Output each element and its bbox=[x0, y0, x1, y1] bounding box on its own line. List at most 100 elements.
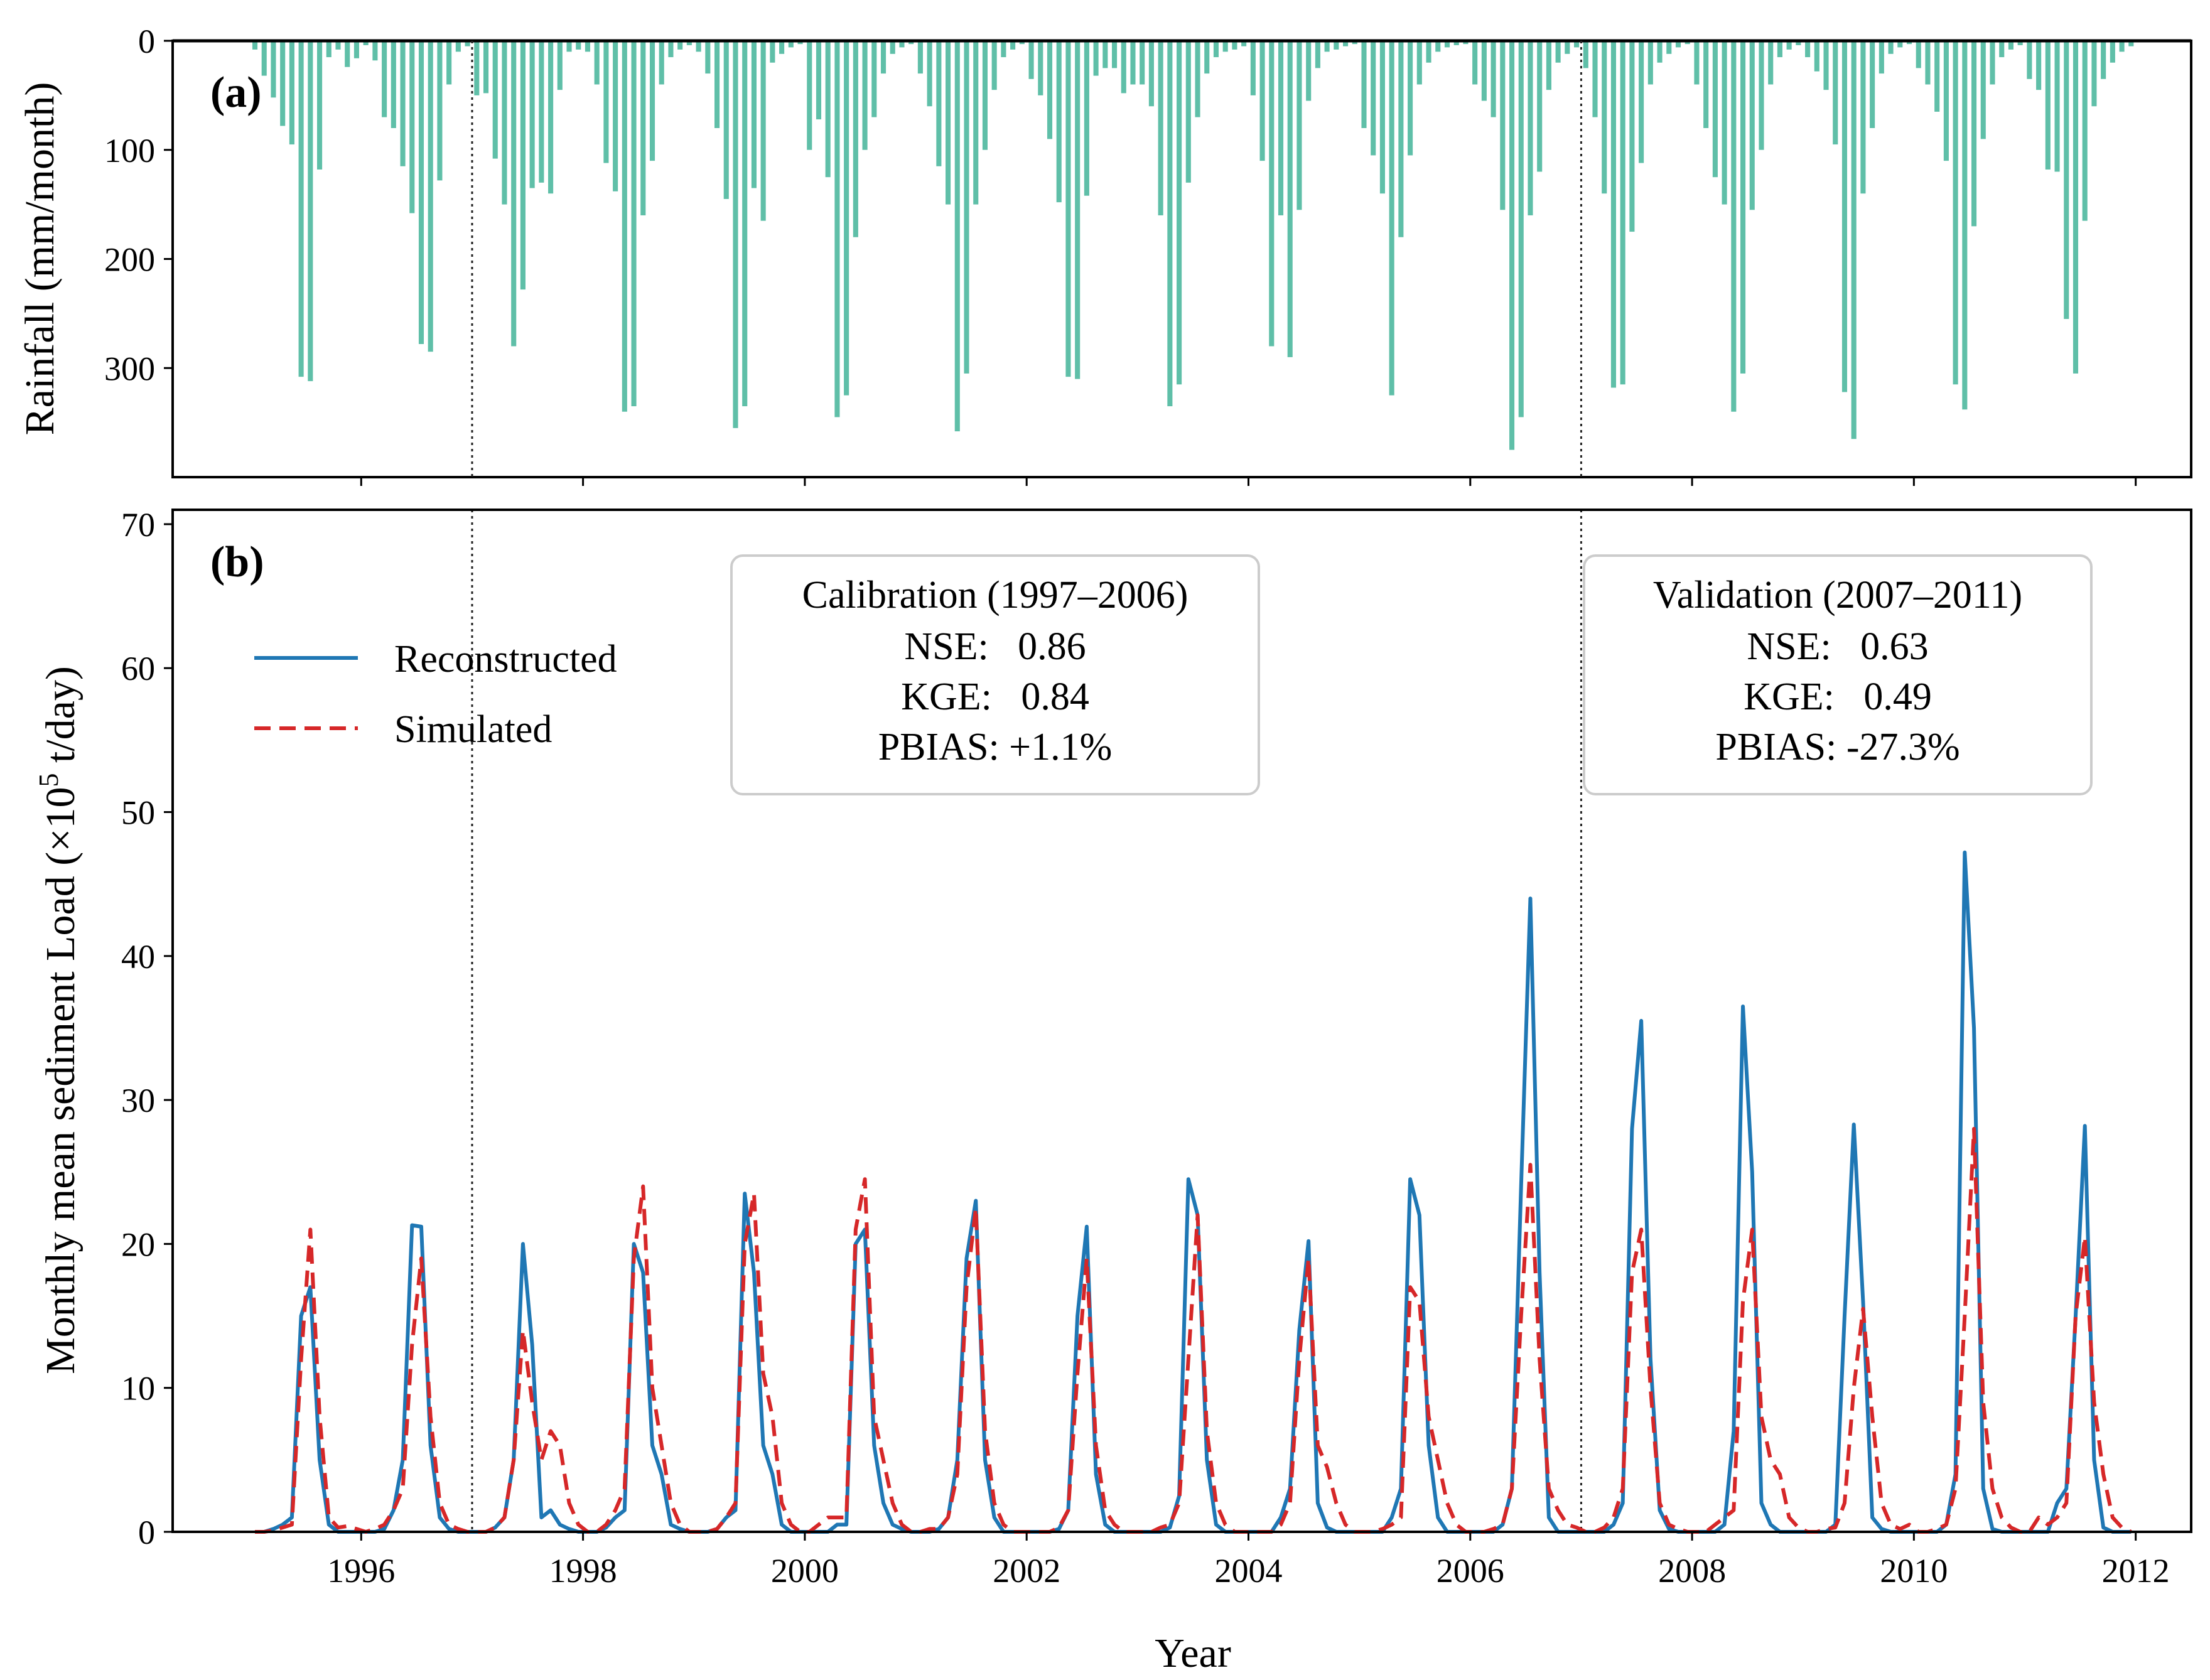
rainfall-bar bbox=[686, 41, 692, 45]
rainfall-bar bbox=[280, 41, 286, 126]
rainfall-bar bbox=[1999, 41, 2005, 58]
rainfall-bar bbox=[1241, 41, 1247, 46]
rainfall-bar bbox=[1870, 41, 1875, 128]
rainfall-bar bbox=[1639, 41, 1644, 163]
rainfall-bar bbox=[1324, 41, 1330, 52]
rainfall-bar bbox=[557, 41, 563, 90]
rainfall-bar bbox=[1075, 41, 1081, 379]
rainfall-bar bbox=[409, 41, 415, 213]
rainfall-bar bbox=[1195, 41, 1200, 117]
rainfall-bar bbox=[1111, 41, 1118, 68]
rainfall-bar bbox=[2101, 41, 2106, 79]
rainfall-bar bbox=[1296, 41, 1302, 210]
panel-a-y-ticks: 0 100 200 300 bbox=[104, 23, 173, 387]
rainfall-bar bbox=[742, 41, 748, 407]
rainfall-bar bbox=[566, 41, 572, 52]
rainfall-bar bbox=[1232, 41, 1237, 50]
y-tick-label: 0 bbox=[138, 23, 155, 60]
rainfall-bar bbox=[1592, 41, 1598, 117]
rainfall-bar bbox=[1906, 41, 1912, 45]
rainfall-bar bbox=[880, 41, 887, 74]
y-tick-label: 70 bbox=[121, 506, 155, 544]
rainfall-bar bbox=[298, 41, 304, 377]
calibration-title: Calibration (1997–2006) bbox=[802, 574, 1189, 617]
rainfall-bar bbox=[428, 41, 433, 352]
rainfall-bar bbox=[1222, 41, 1228, 52]
rainfall-bar bbox=[353, 41, 359, 58]
rainfall-bar bbox=[1490, 41, 1496, 117]
legend-label-reconstructed: Reconstructed bbox=[394, 638, 617, 681]
rainfall-bar bbox=[1546, 41, 1551, 90]
rainfall-bar bbox=[511, 41, 517, 347]
rainfall-bar bbox=[714, 41, 720, 128]
x-tick-label: 2000 bbox=[771, 1552, 839, 1590]
rainfall-bar bbox=[1167, 41, 1173, 407]
rainfall-bar bbox=[1694, 41, 1700, 85]
rainfall-bar bbox=[825, 41, 831, 178]
rainfall-bar bbox=[1315, 41, 1320, 68]
y-tick-label: 0 bbox=[138, 1514, 155, 1551]
rainfall-bar bbox=[474, 41, 480, 95]
rainfall-bar bbox=[834, 41, 840, 417]
rainfall-bar bbox=[1555, 41, 1561, 63]
rainfall-bar bbox=[2027, 41, 2032, 79]
rainfall-bar bbox=[2128, 41, 2134, 46]
rainfall-bar bbox=[1177, 41, 1182, 385]
rainfall-bar bbox=[1528, 41, 1533, 215]
rainfall-bar bbox=[2045, 41, 2051, 170]
rainfall-bar bbox=[1444, 41, 1450, 48]
rainfall-bar bbox=[890, 41, 895, 54]
rainfall-bar bbox=[1343, 41, 1349, 46]
rainfall-bar bbox=[622, 41, 627, 412]
rainfall-bar bbox=[1371, 41, 1376, 156]
rainfall-bar bbox=[631, 41, 637, 407]
rainfall-bar bbox=[751, 41, 757, 188]
rainfall-bar bbox=[936, 41, 942, 166]
panel-b-y-ticks: 0 10 20 30 40 50 60 70 bbox=[121, 506, 173, 1551]
rainfall-bar bbox=[1934, 41, 1940, 112]
x-tick-label: 2008 bbox=[1658, 1552, 1726, 1590]
rainfall-bar bbox=[1084, 41, 1089, 196]
x-tick-label: 2004 bbox=[1214, 1552, 1282, 1590]
rainfall-bar bbox=[1897, 41, 1903, 48]
rainfall-bar bbox=[2119, 41, 2125, 52]
rainfall-bar bbox=[1426, 41, 1431, 63]
calibration-box-frame bbox=[730, 554, 1260, 795]
rainfall-bar bbox=[1158, 41, 1163, 215]
validation-nse: NSE: 0.63 bbox=[1747, 625, 1928, 668]
rainfall-bar bbox=[954, 41, 960, 432]
rainfall-bar bbox=[1102, 41, 1108, 68]
rainfall-bar bbox=[1620, 41, 1625, 385]
panel-b-label: (b) bbox=[210, 538, 264, 586]
rainfall-bar bbox=[308, 41, 313, 382]
rainfall-bar bbox=[1010, 41, 1016, 50]
rainfall-bars bbox=[252, 41, 2134, 450]
rainfall-bar bbox=[1352, 41, 1357, 45]
calibration-kge: KGE: 0.84 bbox=[901, 676, 1089, 718]
rainfall-bar bbox=[400, 41, 406, 166]
y-tick-label: 40 bbox=[121, 938, 155, 976]
rainfall-bar bbox=[335, 41, 341, 50]
rainfall-bar bbox=[2073, 41, 2079, 374]
rainfall-bar bbox=[1841, 41, 1848, 392]
rainfall-bar bbox=[1777, 41, 1782, 58]
rainfall-bar bbox=[1250, 41, 1256, 95]
rainfall-bar bbox=[1805, 41, 1811, 58]
rainfall-bar bbox=[1629, 41, 1635, 232]
rainfall-bar bbox=[770, 41, 775, 63]
rainfall-bar bbox=[1269, 41, 1275, 347]
x-tick-label: 2012 bbox=[2102, 1552, 2170, 1590]
rainfall-bar bbox=[1148, 41, 1154, 107]
rainfall-bar bbox=[594, 41, 600, 85]
panel-b-frame bbox=[171, 509, 2192, 1533]
rainfall-bar bbox=[437, 41, 443, 181]
rainfall-bar bbox=[2064, 41, 2069, 320]
rainfall-bar bbox=[2054, 41, 2060, 172]
rainfall-bar bbox=[585, 41, 591, 52]
rainfall-bar bbox=[1888, 41, 1894, 54]
rainfall-bar bbox=[1962, 41, 1968, 410]
rainfall-bar bbox=[1833, 41, 1838, 145]
rainfall-bar bbox=[446, 41, 452, 85]
